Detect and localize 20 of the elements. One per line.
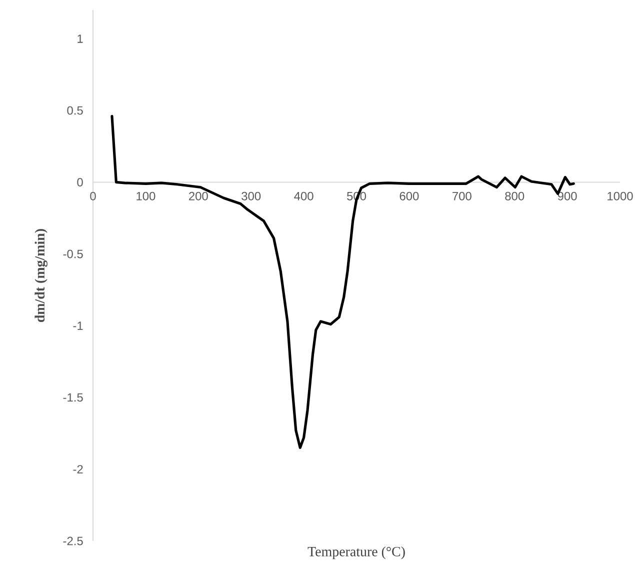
y-tick-label: 0 xyxy=(77,178,83,186)
x-tick-label: 100 xyxy=(136,192,156,200)
x-tick-label: 700 xyxy=(452,192,472,200)
x-tick-label: 300 xyxy=(242,192,261,200)
y-tick-label: 0.5 xyxy=(67,106,83,115)
x-tick-label: 600 xyxy=(400,192,419,200)
x-tick-label: 200 xyxy=(189,192,208,200)
x-tick-label: 800 xyxy=(505,192,524,200)
x-tick-label: 400 xyxy=(294,192,314,200)
x-tick-label: 900 xyxy=(558,192,577,200)
x-tick-label: 0 xyxy=(90,192,96,200)
y-tick-label: -0.5 xyxy=(63,250,83,258)
x-tick-label: 1000 xyxy=(608,192,633,200)
y-tick-label: 1 xyxy=(78,34,83,43)
y-tick-label: -2 xyxy=(73,465,83,474)
x-axis-title: Temperature (°C) xyxy=(308,546,405,560)
y-axis-title: dm/dt (mg/min) xyxy=(34,229,48,322)
y-tick-label: -2.5 xyxy=(63,536,83,546)
y-tick-label: -1.5 xyxy=(63,393,83,402)
y-tick-label: -1 xyxy=(73,322,83,330)
